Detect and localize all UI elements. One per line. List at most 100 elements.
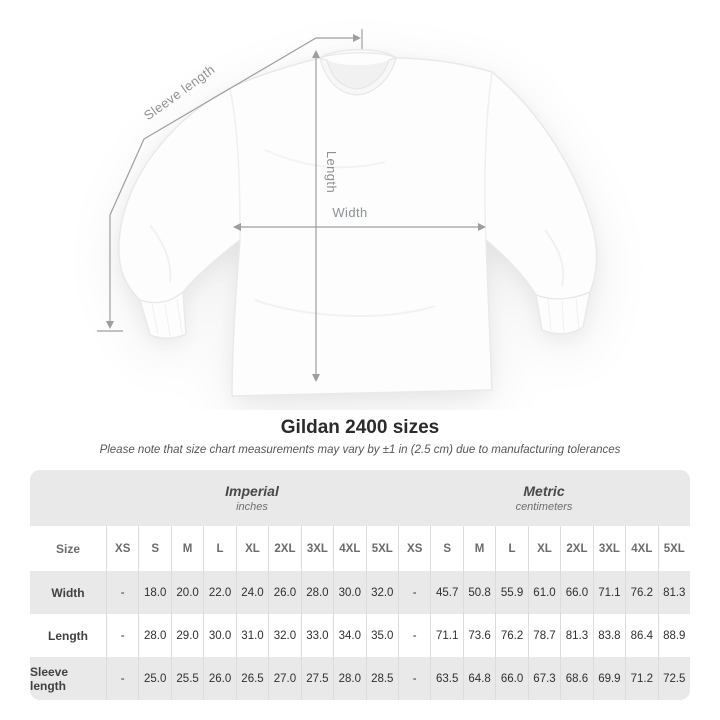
metric-size-header: 4XL (625, 526, 657, 571)
measurement-cell: 28.0 (300, 571, 333, 614)
size-column-header: Size (55, 541, 80, 556)
imperial-size-header: S (138, 526, 170, 571)
measurement-cell: 26.0 (203, 657, 235, 700)
measurement-cell: 32.0 (365, 571, 398, 614)
measurement-cell: 76.2 (625, 571, 657, 614)
measurement-cell: 83.8 (592, 614, 625, 657)
metric-size-header: L (495, 526, 527, 571)
measurement-cell: - (397, 614, 430, 657)
sleeve-dimension-line (109, 37, 357, 325)
measurement-cell: 71.1 (592, 571, 625, 614)
length-arrow-up (312, 50, 320, 58)
imperial-group-header: Imperial inches (106, 483, 398, 514)
length-arrow-down (312, 374, 320, 382)
left-cuff (139, 291, 184, 304)
measurement-cell: 45.7 (430, 571, 462, 614)
measurement-cell: 27.0 (268, 657, 300, 700)
left-cuff-rib (151, 299, 183, 337)
measurement-cell: 29.0 (170, 614, 203, 657)
row-label: Sleeve length (30, 664, 69, 693)
length-label: Length (324, 151, 339, 193)
measurement-cell: 81.3 (657, 571, 690, 614)
measurement-cell: 24.0 (235, 571, 268, 614)
measurement-cell: 61.0 (527, 571, 560, 614)
measurement-cell: - (106, 614, 138, 657)
measurement-cell: 66.0 (495, 657, 527, 700)
measurement-cell: 88.9 (657, 614, 690, 657)
imperial-size-header: 4XL (333, 526, 365, 571)
wrinkle-line (544, 229, 565, 287)
imperial-size-header: M (170, 526, 203, 571)
measurement-cell: 78.7 (527, 614, 560, 657)
measurement-cell: 25.0 (138, 657, 170, 700)
measurement-cell: 28.0 (138, 614, 170, 657)
imperial-size-header: 3XL (300, 526, 333, 571)
tolerance-note: Please note that size chart measurements… (99, 444, 621, 456)
length-dimension: Length (312, 50, 339, 382)
measurement-cell: 26.5 (235, 657, 268, 700)
measurement-cell: - (106, 571, 138, 614)
measurement-cell: 55.9 (495, 571, 527, 614)
measurement-cell: 86.4 (625, 614, 657, 657)
imperial-size-header: L (203, 526, 235, 571)
collar-band (319, 57, 397, 96)
collar-back-seam (319, 52, 397, 59)
metric-group-header: Metric centimeters (398, 483, 690, 514)
wrinkle-line (254, 299, 436, 318)
measurement-cell: 71.1 (430, 614, 462, 657)
measurement-cell: 35.0 (365, 614, 398, 657)
measurement-cell: 27.5 (300, 657, 333, 700)
measurement-cell: 25.5 (170, 657, 203, 700)
table-header-row: Size XS S M L XL 2XL 3XL 4XL 5XL XS S M … (30, 526, 690, 571)
measurement-cell: - (106, 657, 138, 700)
width-dimension: Width (233, 205, 486, 231)
row-label: Width (51, 585, 85, 600)
imperial-size-header: XL (235, 526, 268, 571)
metric-group-title: Metric (523, 482, 565, 499)
measurement-cell: 81.3 (560, 614, 592, 657)
measurement-cell: 28.5 (365, 657, 398, 700)
unit-group-band: Imperial inches Metric centimeters (30, 470, 690, 526)
measurement-cell: 66.0 (560, 571, 592, 614)
measurement-cell: 22.0 (203, 571, 235, 614)
measurement-cell: 20.0 (170, 571, 203, 614)
measurement-cell: 34.0 (333, 614, 365, 657)
measurement-cell: 33.0 (300, 614, 333, 657)
measurement-cell: 76.2 (495, 614, 527, 657)
imperial-group-unit: inches (236, 500, 268, 513)
metric-size-header: M (462, 526, 495, 571)
metric-size-header: XL (527, 526, 560, 571)
shirt-diagram-svg: Sleeve length Length Width (97, 29, 598, 397)
table-row-width: Width - 18.0 20.0 22.0 24.0 26.0 28.0 30… (30, 571, 690, 614)
measurement-cell: 31.0 (235, 614, 268, 657)
metric-size-header: S (430, 526, 462, 571)
collar-opening-shadow (327, 60, 389, 89)
shirt-illustration (118, 49, 598, 397)
measurement-cell: 73.6 (462, 614, 495, 657)
measurement-cell: 18.0 (138, 571, 170, 614)
imperial-group-title: Imperial (225, 482, 279, 499)
measurement-cell: 72.5 (657, 657, 690, 700)
size-chart-table: Imperial inches Metric centimeters Size … (30, 470, 690, 700)
measurement-cell: 67.3 (527, 657, 560, 700)
sleeve-arrow-right (353, 34, 361, 42)
width-arrow-right (478, 223, 486, 231)
measurement-cell: 30.0 (203, 614, 235, 657)
row-label: Length (48, 628, 88, 643)
width-arrow-left (233, 223, 241, 231)
shirt-diagram: Sleeve length Length Width (97, 29, 598, 397)
wrinkle-line (149, 224, 172, 283)
table-row-length: Length - 28.0 29.0 30.0 31.0 32.0 33.0 3… (30, 614, 690, 657)
measurement-cell: 69.9 (592, 657, 625, 700)
measurement-cell: 68.6 (560, 657, 592, 700)
metric-size-header: XS (397, 526, 430, 571)
imperial-size-header: XS (106, 526, 138, 571)
right-cuff (535, 291, 591, 300)
wrinkle-line (264, 149, 386, 169)
sleeve-arrow-down (106, 321, 114, 329)
measurement-cell: - (397, 571, 430, 614)
measurement-cell: 32.0 (268, 614, 300, 657)
metric-size-header: 2XL (560, 526, 592, 571)
metric-group-unit: centimeters (515, 500, 573, 513)
measurement-cell: 71.2 (625, 657, 657, 700)
